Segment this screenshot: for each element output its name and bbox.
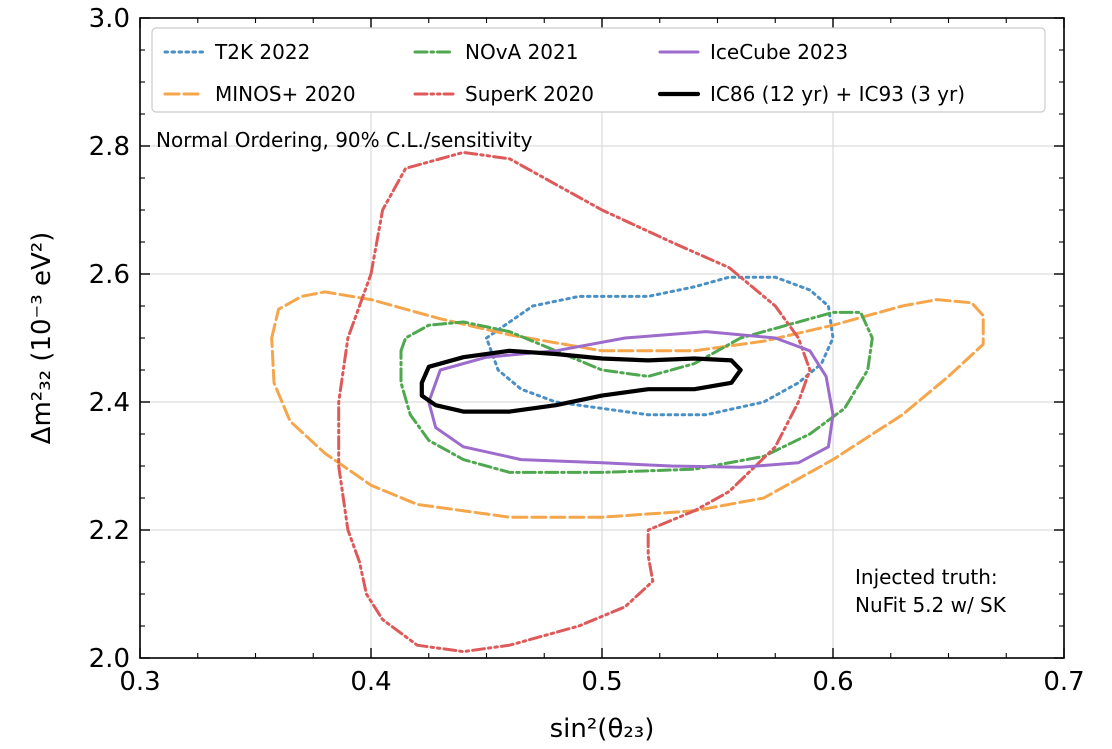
y-axis-label: Δm²₃₂ (10⁻³ eV²) bbox=[27, 232, 57, 445]
grid bbox=[139, 17, 1065, 659]
legend-label: IC86 (12 yr) + IC93 (3 yr) bbox=[710, 82, 965, 106]
series-layer bbox=[270, 150, 985, 654]
x-tick-label: 0.4 bbox=[350, 667, 391, 697]
series-contour bbox=[419, 348, 743, 414]
x-tick-label: 0.6 bbox=[812, 667, 853, 697]
series-contour bbox=[270, 290, 985, 519]
x-tick-label: 0.7 bbox=[1043, 667, 1084, 697]
legend-label: T2K 2022 bbox=[214, 40, 310, 64]
truth-annotation-line1: Injected truth: bbox=[855, 565, 998, 589]
series-contour bbox=[337, 150, 812, 654]
y-tick-label: 3.0 bbox=[89, 4, 130, 34]
truth-annotation-line2: NuFit 5.2 w/ SK bbox=[855, 593, 1007, 617]
y-tick-label: 2.6 bbox=[89, 260, 130, 290]
y-tick-label: 2.2 bbox=[89, 516, 130, 546]
legend-label: MINOS+ 2020 bbox=[215, 82, 356, 106]
legend-label: NOvA 2021 bbox=[465, 40, 578, 64]
y-tick-label: 2.0 bbox=[89, 644, 130, 674]
x-axis-label: sin²(θ₂₃) bbox=[550, 714, 655, 744]
legend-box bbox=[151, 27, 1046, 113]
legend-label: SuperK 2020 bbox=[465, 82, 594, 106]
ticks: 0.3 0.4 0.5 0.6 0.7 2.0 2.2 2.4 2.6 2.8 3.0 bbox=[89, 4, 1085, 697]
y-tick-label: 2.8 bbox=[89, 132, 130, 162]
x-tick-label: 0.5 bbox=[581, 667, 622, 697]
legend: T2K 2022 MINOS+ 2020 NOvA 2021 SuperK 2020 I… bbox=[151, 27, 1046, 113]
legend-label: IceCube 2023 bbox=[710, 40, 848, 64]
x-tick-label: 0.3 bbox=[119, 667, 160, 697]
series-contour bbox=[427, 330, 835, 469]
ordering-annotation: Normal Ordering, 90% C.L./sensitivity bbox=[156, 128, 533, 152]
series-contour bbox=[485, 275, 835, 417]
y-tick-label: 2.4 bbox=[89, 388, 130, 418]
series-contour bbox=[399, 310, 874, 474]
